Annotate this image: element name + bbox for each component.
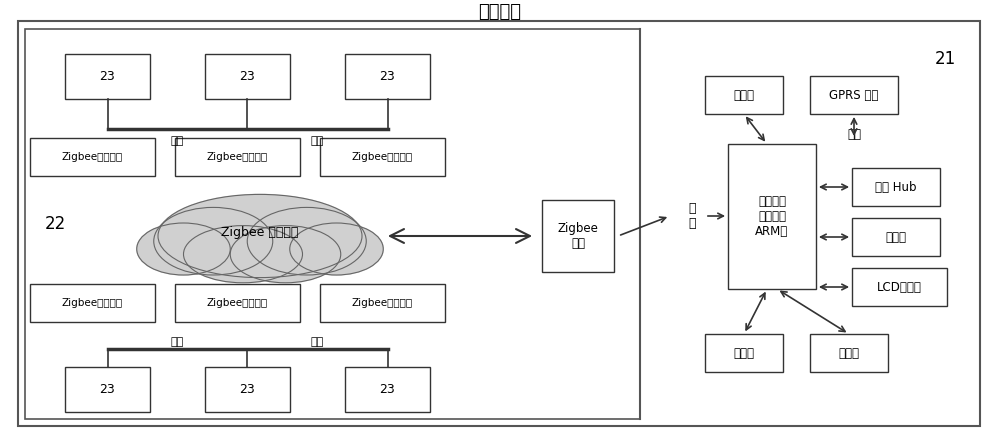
FancyBboxPatch shape bbox=[852, 268, 947, 306]
Text: 中心温室: 中心温室 bbox=[479, 3, 522, 21]
Text: 以太网: 以太网 bbox=[838, 346, 860, 360]
Ellipse shape bbox=[184, 226, 302, 283]
FancyBboxPatch shape bbox=[345, 367, 430, 412]
Text: Zigbee采集节点: Zigbee采集节点 bbox=[352, 298, 413, 308]
FancyBboxPatch shape bbox=[345, 54, 430, 99]
Text: 摄像头: 摄像头 bbox=[886, 230, 906, 243]
Ellipse shape bbox=[137, 223, 230, 275]
FancyBboxPatch shape bbox=[18, 21, 980, 426]
Text: 串口: 串口 bbox=[847, 127, 861, 140]
Text: Zigbee采集节点: Zigbee采集节点 bbox=[207, 298, 268, 308]
Text: 线缆: 线缆 bbox=[171, 337, 184, 347]
FancyBboxPatch shape bbox=[852, 218, 940, 256]
Text: GPRS 模块: GPRS 模块 bbox=[829, 88, 879, 102]
Text: 22: 22 bbox=[44, 215, 66, 233]
FancyBboxPatch shape bbox=[30, 138, 155, 176]
Text: Zigbee采集节点: Zigbee采集节点 bbox=[207, 152, 268, 162]
FancyBboxPatch shape bbox=[728, 144, 816, 289]
FancyBboxPatch shape bbox=[205, 367, 290, 412]
FancyBboxPatch shape bbox=[810, 334, 888, 372]
Text: Zigbee 无线网络: Zigbee 无线网络 bbox=[221, 226, 299, 238]
Text: 23: 23 bbox=[100, 383, 115, 396]
Text: Zigbee采集节点: Zigbee采集节点 bbox=[352, 152, 413, 162]
Text: 继电器: 继电器 bbox=[734, 346, 755, 360]
Text: 线缆: 线缆 bbox=[311, 136, 324, 146]
FancyBboxPatch shape bbox=[25, 29, 640, 419]
Text: 23: 23 bbox=[380, 383, 395, 396]
Ellipse shape bbox=[247, 207, 366, 275]
Text: 串口 Hub: 串口 Hub bbox=[875, 181, 917, 194]
Text: Zigbee采集节点: Zigbee采集节点 bbox=[62, 298, 123, 308]
Text: 23: 23 bbox=[240, 70, 255, 83]
Text: LCD触摸屏: LCD触摸屏 bbox=[877, 281, 922, 293]
Text: 23: 23 bbox=[240, 383, 255, 396]
FancyBboxPatch shape bbox=[205, 54, 290, 99]
FancyBboxPatch shape bbox=[30, 284, 155, 322]
Text: 23: 23 bbox=[100, 70, 115, 83]
FancyBboxPatch shape bbox=[175, 138, 300, 176]
Text: 21: 21 bbox=[934, 50, 956, 68]
Ellipse shape bbox=[230, 226, 341, 283]
Text: 串
口: 串 口 bbox=[688, 202, 696, 230]
FancyBboxPatch shape bbox=[65, 54, 150, 99]
Text: Zigbee
网关: Zigbee 网关 bbox=[558, 222, 598, 250]
FancyBboxPatch shape bbox=[852, 168, 940, 206]
Text: 23: 23 bbox=[380, 70, 395, 83]
FancyBboxPatch shape bbox=[65, 367, 150, 412]
FancyBboxPatch shape bbox=[705, 334, 783, 372]
FancyBboxPatch shape bbox=[320, 138, 445, 176]
Text: 继电器: 继电器 bbox=[734, 88, 755, 102]
FancyBboxPatch shape bbox=[810, 76, 898, 114]
Text: 线缆: 线缆 bbox=[311, 337, 324, 347]
Text: 现场控制
器（基于
ARM）: 现场控制 器（基于 ARM） bbox=[755, 195, 789, 238]
FancyBboxPatch shape bbox=[542, 200, 614, 272]
Text: Zigbee采集节点: Zigbee采集节点 bbox=[62, 152, 123, 162]
Ellipse shape bbox=[290, 223, 383, 275]
Text: 线缆: 线缆 bbox=[171, 136, 184, 146]
FancyBboxPatch shape bbox=[175, 284, 300, 322]
Ellipse shape bbox=[154, 207, 273, 275]
FancyBboxPatch shape bbox=[320, 284, 445, 322]
Ellipse shape bbox=[158, 194, 362, 278]
FancyBboxPatch shape bbox=[705, 76, 783, 114]
